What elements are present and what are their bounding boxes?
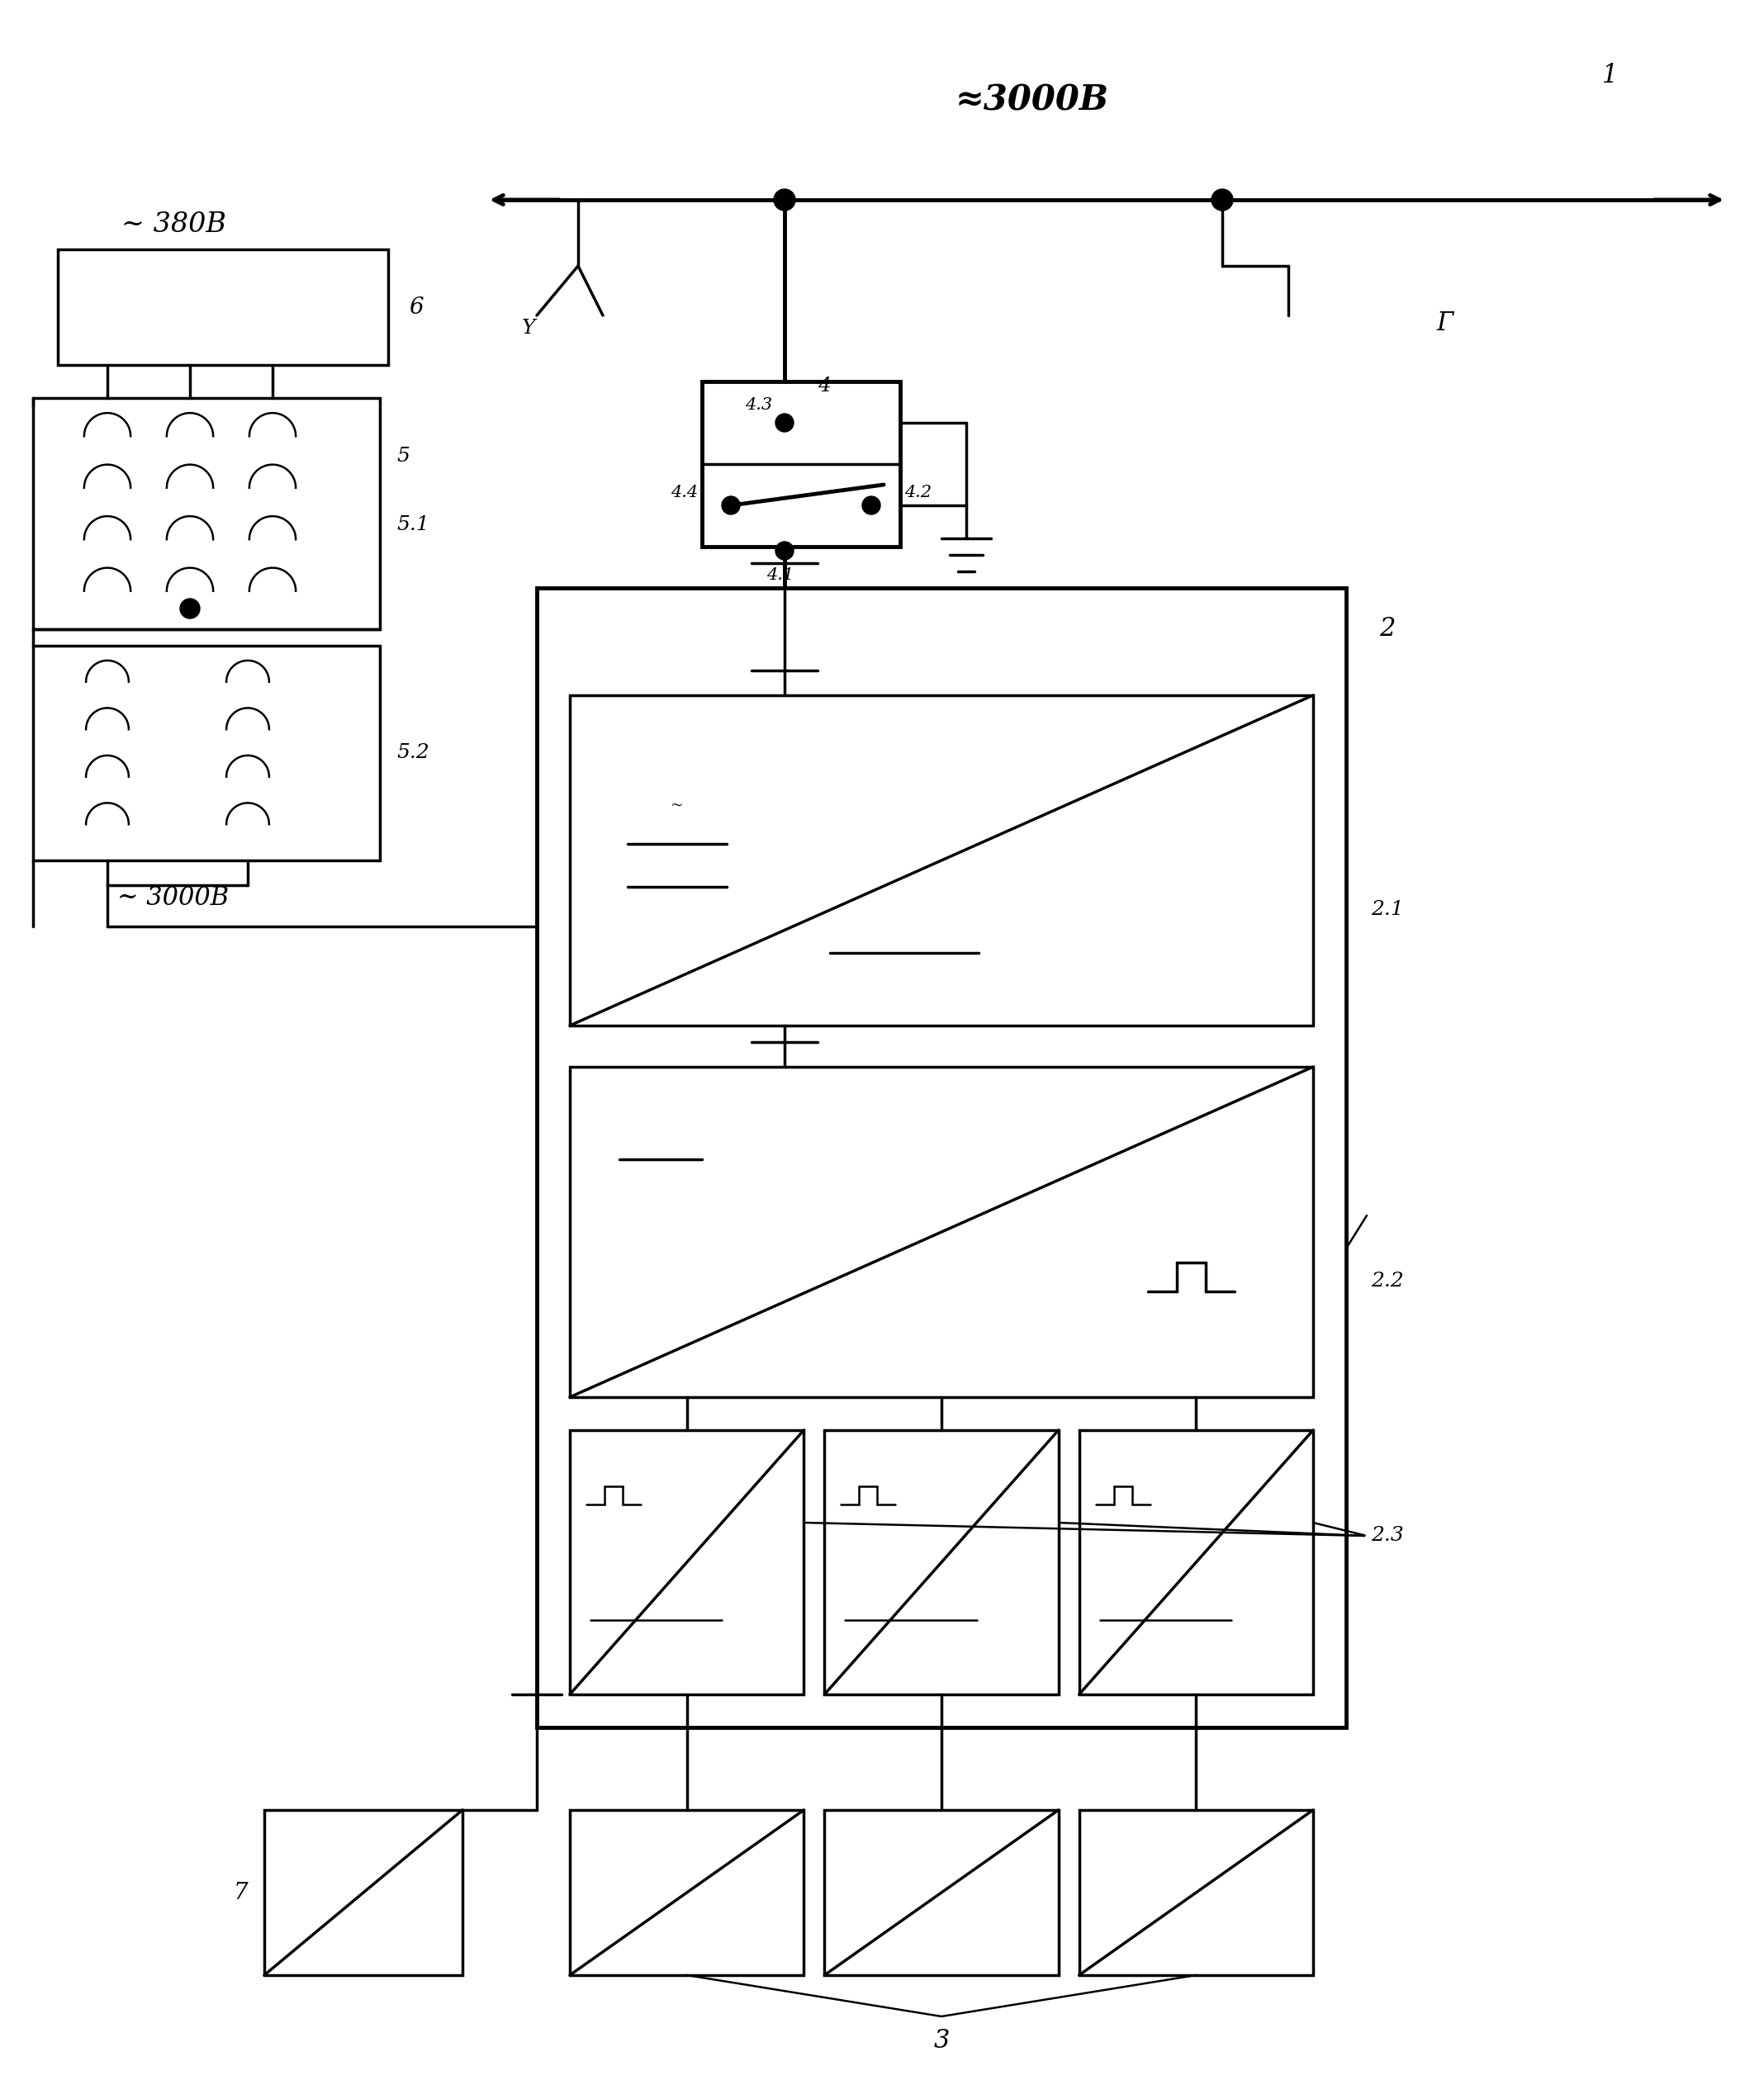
Text: 4.4: 4.4 xyxy=(670,485,699,502)
Text: Г: Г xyxy=(1438,311,1454,336)
Bar xyxy=(58,250,388,365)
Circle shape xyxy=(721,495,739,514)
Text: 3: 3 xyxy=(933,2028,949,2055)
Text: 5: 5 xyxy=(397,447,409,466)
Bar xyxy=(570,1066,1312,1398)
Text: 4.1: 4.1 xyxy=(767,567,794,584)
Text: 4: 4 xyxy=(817,376,831,395)
Bar xyxy=(570,695,1312,1026)
Circle shape xyxy=(1212,189,1233,210)
Text: 6: 6 xyxy=(409,296,423,319)
Text: 2: 2 xyxy=(1379,617,1395,642)
Text: ~ 3000B: ~ 3000B xyxy=(118,886,229,911)
Circle shape xyxy=(863,495,880,514)
Text: 2.3: 2.3 xyxy=(1371,1526,1404,1545)
Bar xyxy=(824,1809,1058,1975)
Text: 7: 7 xyxy=(233,1881,247,1904)
Text: 2.2: 2.2 xyxy=(1371,1272,1404,1291)
Circle shape xyxy=(776,542,794,560)
Circle shape xyxy=(774,189,796,210)
Text: 5.2: 5.2 xyxy=(397,743,429,762)
Text: 1: 1 xyxy=(1602,63,1618,88)
Bar xyxy=(536,588,1346,1727)
Bar xyxy=(702,382,900,546)
Text: 4.3: 4.3 xyxy=(744,397,773,411)
Bar xyxy=(265,1809,462,1975)
Bar xyxy=(1080,1809,1312,1975)
Text: 4.2: 4.2 xyxy=(905,485,931,502)
Text: $\widetilde{\ }$: $\widetilde{\ }$ xyxy=(670,787,684,814)
Text: ≈3000B: ≈3000B xyxy=(956,84,1110,118)
Bar xyxy=(824,1429,1058,1694)
Text: Y: Y xyxy=(522,319,534,338)
Circle shape xyxy=(180,598,199,619)
Text: 2.1: 2.1 xyxy=(1371,900,1404,919)
Bar xyxy=(1080,1429,1312,1694)
Bar xyxy=(570,1429,804,1694)
Bar xyxy=(34,399,379,630)
Bar xyxy=(570,1809,804,1975)
Text: 5.1: 5.1 xyxy=(397,516,429,535)
Bar xyxy=(34,646,379,861)
Text: ~ 380B: ~ 380B xyxy=(122,212,226,237)
Circle shape xyxy=(776,414,794,432)
